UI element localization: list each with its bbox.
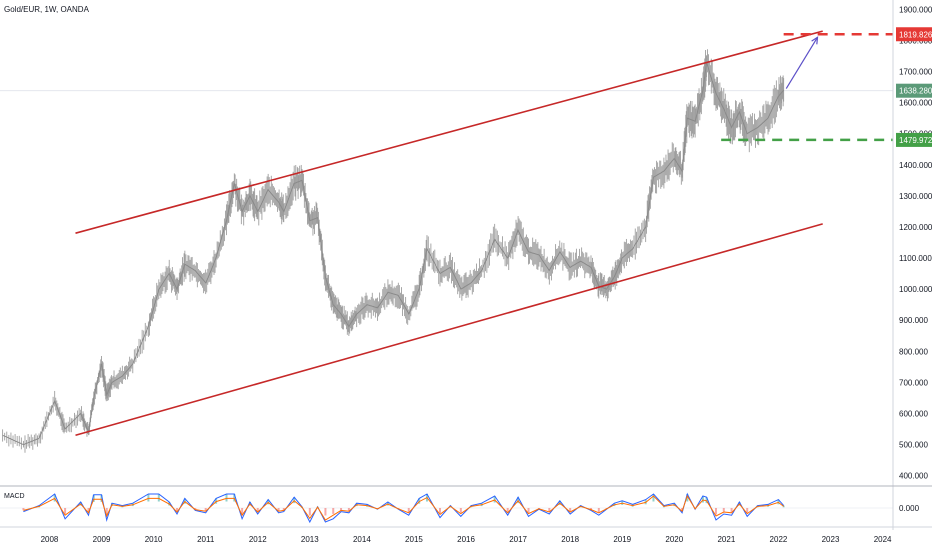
macd-histogram-bar	[569, 508, 572, 512]
macd-histogram-bar	[681, 508, 684, 511]
x-tick-label: 2022	[770, 535, 788, 544]
macd-zero-tick: 0.000	[899, 504, 920, 513]
macd-histogram-bar	[277, 508, 280, 511]
macd-histogram-bar	[686, 494, 689, 502]
macd-histogram-bar	[459, 508, 462, 513]
macd-histogram-bar	[548, 508, 551, 512]
macd-histogram-bar	[176, 508, 179, 512]
x-tick-label: 2011	[197, 535, 215, 544]
channel-upper-line	[75, 30, 823, 234]
y-tick-label: 400.000	[899, 472, 928, 481]
macd-histogram-bar	[105, 508, 108, 515]
x-tick-label: 2009	[93, 535, 111, 544]
macd-histogram-bar	[233, 494, 236, 502]
target-price-tag-bg	[896, 27, 932, 42]
x-tick-label: 2017	[509, 535, 527, 544]
macd-histogram-bar	[705, 497, 708, 504]
macd-histogram-bar	[730, 508, 733, 513]
y-tick-label: 1000.000	[899, 285, 932, 294]
macd-histogram-bar	[722, 508, 725, 512]
x-tick-label: 2015	[405, 535, 423, 544]
macd-histogram-bar	[597, 508, 600, 513]
y-tick-label: 1700.000	[899, 68, 932, 77]
x-tick-label: 2023	[822, 535, 840, 544]
macd-histogram-bar	[438, 508, 441, 514]
current-price-tag-bg	[896, 83, 932, 98]
support-price-tag-label: 1479.972	[899, 136, 932, 145]
macd-histogram-bar	[324, 508, 327, 516]
chart-title: Gold/EUR, 1W, OANDA	[4, 5, 89, 14]
macd-histogram-bar	[22, 508, 25, 511]
macd-histogram-bar	[225, 494, 228, 502]
macd-histogram-bar	[746, 508, 749, 513]
macd-histogram-bar	[241, 508, 244, 514]
x-tick-label: 2012	[249, 535, 267, 544]
x-tick-label: 2016	[457, 535, 475, 544]
macd-histogram-bar	[652, 494, 655, 502]
x-tick-label: 2010	[145, 535, 163, 544]
macd-histogram-bar	[506, 508, 509, 513]
macd-signal-line	[23, 494, 785, 521]
macd-histogram-bar	[194, 508, 197, 510]
y-tick-label: 800.000	[899, 347, 928, 356]
target-price-tag-label: 1819.826	[899, 30, 932, 39]
x-tick-label: 2013	[301, 535, 319, 544]
macd-histogram-bar	[493, 496, 496, 503]
macd-histogram-bar	[92, 494, 95, 502]
macd-histogram-bar	[147, 494, 150, 502]
macd-histogram-bar	[215, 498, 218, 504]
projection-arrow-line	[785, 36, 819, 89]
y-tick-label: 1100.000	[899, 254, 932, 263]
macd-histogram-bar	[714, 508, 717, 515]
y-tick-label: 1900.000	[899, 5, 932, 14]
support-price-tag-bg	[896, 132, 932, 147]
macd-label: MACD	[4, 493, 25, 500]
price-plot	[0, 30, 893, 453]
y-tick-label: 1600.000	[899, 99, 932, 108]
macd-histogram-bar	[527, 508, 530, 513]
macd-histogram-bar	[157, 494, 160, 502]
macd-histogram-bar	[347, 508, 350, 511]
macd-histogram-bar	[64, 508, 67, 514]
macd-histogram-bar	[100, 494, 103, 502]
y-tick-label: 1300.000	[899, 192, 932, 201]
y-tick-label: 600.000	[899, 409, 928, 418]
x-tick-label: 2019	[613, 535, 631, 544]
macd-histogram-bar	[332, 508, 335, 514]
x-tick-label: 2024	[874, 535, 892, 544]
projection-arrow-head	[811, 36, 819, 45]
x-tick-label: 2008	[41, 535, 59, 544]
macd-histogram-bar	[407, 508, 410, 513]
macd-histogram-bar	[87, 508, 90, 513]
x-tick-label: 2018	[561, 535, 579, 544]
macd-histogram-bar	[701, 496, 704, 503]
channel-lower-line	[75, 223, 823, 437]
price-series-line	[2, 62, 785, 446]
macd-histogram-bar	[204, 508, 207, 511]
macd-histogram-bar	[256, 508, 259, 512]
y-tick-label: 1400.000	[899, 161, 932, 170]
macd-histogram-bar	[589, 508, 592, 510]
macd-histogram-bar	[340, 508, 343, 511]
macd-histogram-bar	[282, 508, 285, 511]
price-tags: 1819.826 1638.280 1479.972	[896, 27, 932, 147]
x-tick-label: 2021	[717, 535, 735, 544]
y-tick-label: 500.000	[899, 441, 928, 450]
y-tick-label: 700.000	[899, 378, 928, 387]
y-tick-label: 900.000	[899, 316, 928, 325]
x-tick-label: 2014	[353, 535, 371, 544]
current-price-tag-label: 1638.280	[899, 87, 932, 96]
macd-plot: 0.000	[0, 492, 920, 524]
macd-histogram-bar	[308, 508, 311, 516]
macd-histogram-bar	[418, 498, 421, 504]
macd-histogram-bar	[53, 494, 56, 502]
x-tick-label: 2020	[665, 535, 683, 544]
y-tick-label: 1200.000	[899, 223, 932, 232]
